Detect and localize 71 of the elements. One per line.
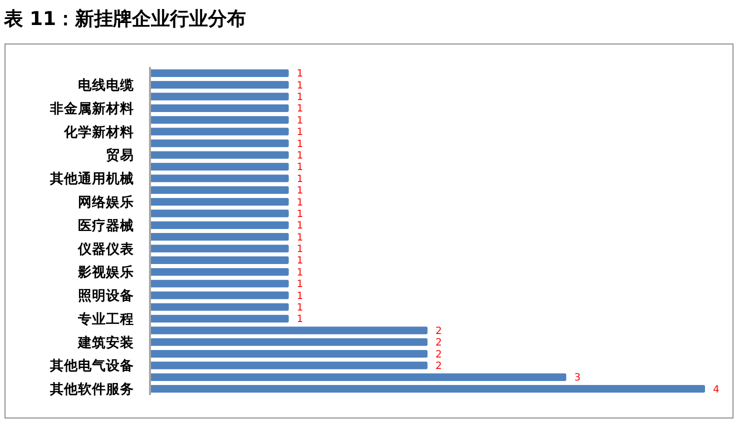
data-label: 1 xyxy=(296,162,304,174)
bar xyxy=(150,233,289,241)
bar xyxy=(150,116,289,124)
data-label: 1 xyxy=(296,220,304,232)
data-label: 3 xyxy=(574,372,581,384)
y-tick-label: 照明设备 xyxy=(78,288,134,304)
y-tick-label: 仪器仪表 xyxy=(77,241,135,258)
bar xyxy=(150,104,289,112)
bar xyxy=(150,221,289,229)
data-label: 2 xyxy=(436,360,442,372)
data-label: 1 xyxy=(296,279,304,290)
y-tick-label: 化学新材料 xyxy=(63,123,134,140)
data-label: 1 xyxy=(296,104,304,115)
y-tick-label: 医疗器械 xyxy=(78,216,134,234)
bar xyxy=(150,326,428,334)
y-tick-label: 电线电缆 xyxy=(78,78,134,94)
bar xyxy=(150,268,289,276)
bar xyxy=(150,338,428,346)
bar xyxy=(150,128,289,136)
bar xyxy=(150,385,705,393)
data-label: 1 xyxy=(296,208,304,220)
bar xyxy=(150,362,428,370)
data-label: 1 xyxy=(296,256,304,267)
chart-title: 表 11：新挂牌企业行业分布 xyxy=(3,8,246,30)
data-label: 1 xyxy=(296,186,304,197)
y-tick-label: 非金属新材料 xyxy=(49,100,134,117)
y-tick-label: 其他软件服务 xyxy=(49,382,134,398)
data-label: 1 xyxy=(296,68,304,80)
bar xyxy=(150,92,289,100)
data-label: 1 xyxy=(296,92,304,104)
bar xyxy=(150,350,428,358)
y-tick-label: 建筑安装 xyxy=(77,334,134,351)
data-label: 1 xyxy=(296,197,304,208)
bar xyxy=(150,81,289,89)
bar xyxy=(150,303,289,311)
bar xyxy=(150,198,289,206)
data-label: 1 xyxy=(296,150,304,162)
bar xyxy=(150,162,289,170)
data-label: 1 xyxy=(296,127,304,138)
y-tick-label: 网络娱乐 xyxy=(78,193,134,210)
y-tick-label: 专业工程 xyxy=(77,310,134,328)
bar xyxy=(150,151,289,159)
bar xyxy=(150,256,289,264)
data-label: 1 xyxy=(296,174,304,185)
data-label: 1 xyxy=(296,80,304,92)
data-label: 1 xyxy=(296,267,304,278)
y-tick-label: 影视娱乐 xyxy=(77,264,134,281)
bar xyxy=(150,186,289,194)
y-tick-label: 贸易 xyxy=(106,146,134,164)
y-tick-label: 其他电气设备 xyxy=(49,358,134,374)
bar xyxy=(150,314,289,322)
bar xyxy=(150,69,289,77)
data-label: 1 xyxy=(296,232,304,244)
data-label: 1 xyxy=(296,290,304,302)
bar xyxy=(150,174,289,182)
data-label: 2 xyxy=(436,326,442,337)
data-label: 4 xyxy=(713,384,720,396)
bar xyxy=(150,373,566,381)
data-label: 1 xyxy=(296,314,304,326)
y-tick-label: 其他通用机械 xyxy=(49,171,134,188)
data-label: 2 xyxy=(436,349,442,360)
bar xyxy=(150,244,289,252)
bar xyxy=(150,140,289,148)
data-label: 1 xyxy=(296,302,304,314)
data-label: 1 xyxy=(296,115,304,126)
data-label: 1 xyxy=(296,244,304,256)
data-label: 2 xyxy=(436,338,442,349)
bar xyxy=(150,280,289,288)
bar xyxy=(150,292,289,300)
data-label: 1 xyxy=(296,138,304,150)
bar xyxy=(150,210,289,218)
